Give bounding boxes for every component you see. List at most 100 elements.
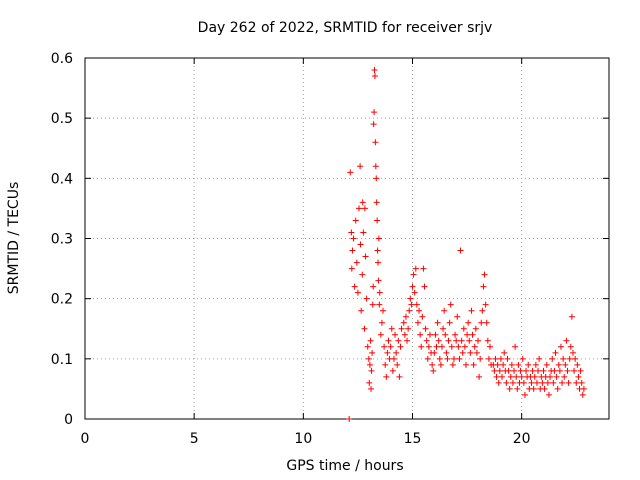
data-point [430, 367, 437, 374]
data-point [523, 367, 530, 374]
data-point [424, 355, 431, 362]
data-point [473, 349, 480, 356]
data-point [411, 289, 418, 296]
data-point [368, 385, 375, 392]
data-point [433, 343, 440, 350]
data-point [574, 361, 581, 368]
data-point [374, 247, 381, 254]
data-point [454, 313, 461, 320]
data-point [429, 361, 436, 368]
data-point [412, 265, 419, 272]
data-point [364, 343, 371, 350]
data-point [458, 337, 465, 344]
y-tick-label: 0.6 [51, 51, 73, 67]
data-point [395, 337, 402, 344]
data-point [389, 367, 396, 374]
data-point [508, 361, 515, 368]
data-point [554, 385, 561, 392]
data-point [500, 361, 507, 368]
data-point [361, 325, 368, 332]
data-point [481, 271, 488, 278]
data-point [529, 367, 536, 374]
data-point [540, 367, 547, 374]
data-point [517, 367, 524, 374]
data-point [485, 355, 492, 362]
y-tick-label: 0.4 [51, 171, 73, 187]
x-tick-label: 20 [513, 431, 531, 447]
data-point [471, 343, 478, 350]
data-point [521, 391, 528, 398]
data-point [484, 337, 491, 344]
data-point [357, 163, 364, 170]
data-point [371, 73, 378, 80]
data-point [373, 175, 380, 182]
data-point [431, 349, 438, 356]
data-point [372, 163, 379, 170]
data-point [420, 265, 427, 272]
data-point [438, 343, 445, 350]
data-point [368, 367, 375, 374]
data-point [531, 373, 538, 380]
data-point [475, 337, 481, 344]
data-point [494, 361, 501, 368]
x-tick-label: 5 [190, 431, 199, 447]
data-point [397, 343, 404, 350]
data-point [568, 313, 575, 320]
data-point [375, 235, 382, 242]
data-point [414, 319, 421, 326]
data-point [352, 217, 359, 224]
data-point [407, 295, 414, 302]
data-point [382, 361, 389, 368]
x-tick-label: 15 [404, 431, 422, 447]
data-point [545, 391, 552, 398]
data-point [566, 355, 573, 362]
data-point [388, 325, 395, 332]
data-point [564, 367, 571, 374]
data-point [366, 379, 373, 386]
data-point [571, 367, 578, 374]
data-point [555, 361, 562, 368]
data-point [363, 295, 370, 302]
data-point [443, 349, 450, 356]
data-point [410, 271, 417, 278]
axis-ticks: 0 0.1 0.2 0.3 0.4 0.5 0.6 0 5 10 15 20 [51, 51, 609, 447]
data-point [416, 307, 423, 314]
data-point [506, 385, 513, 392]
data-point [464, 331, 471, 338]
data-point [372, 139, 379, 146]
data-point [477, 355, 484, 362]
data-point [563, 337, 570, 344]
data-point [499, 373, 506, 380]
data-point [358, 307, 365, 314]
data-point [470, 361, 477, 368]
data-point [535, 367, 542, 374]
data-point [567, 343, 574, 350]
data-point [361, 205, 368, 212]
data-point [497, 355, 504, 362]
data-point [402, 313, 409, 320]
y-tick-label: 0.3 [51, 232, 73, 248]
data-point [520, 379, 527, 386]
data-point [472, 325, 479, 332]
data-point [422, 325, 429, 332]
data-point [377, 331, 384, 338]
x-tick-label: 0 [81, 431, 90, 447]
data-point [359, 199, 366, 206]
data-point [476, 373, 483, 380]
data-point [511, 367, 518, 374]
data-point [376, 301, 383, 308]
data-point [417, 331, 424, 338]
data-point [577, 367, 584, 374]
data-point [434, 319, 441, 326]
data-point [362, 253, 369, 260]
data-point [467, 349, 474, 356]
data-point [519, 355, 526, 362]
data-point [550, 379, 557, 386]
data-point [560, 355, 567, 362]
data-point [376, 289, 383, 296]
data-point [346, 416, 353, 422]
data-point [580, 385, 587, 392]
data-point [392, 331, 399, 338]
data-point [512, 343, 519, 350]
data-point [406, 307, 413, 314]
